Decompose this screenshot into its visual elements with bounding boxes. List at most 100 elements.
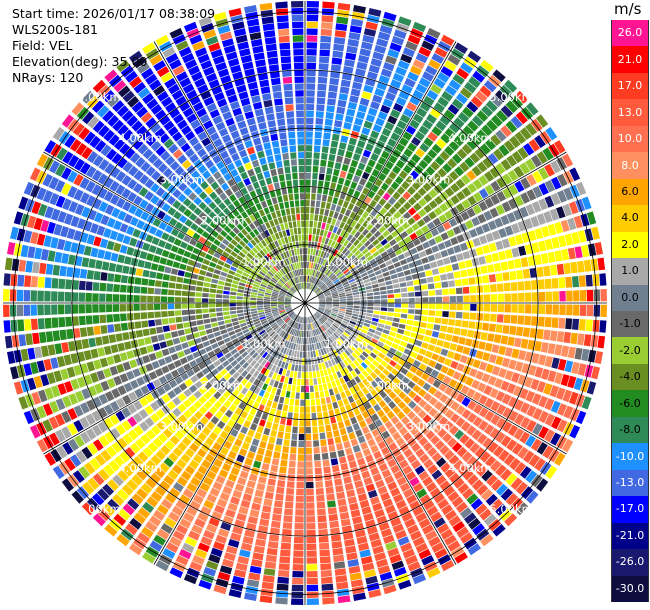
range-gate	[377, 341, 385, 348]
range-gate	[332, 50, 344, 59]
range-gate	[398, 277, 406, 283]
range-gate	[477, 433, 488, 445]
range-gate	[293, 228, 298, 235]
range-gate	[56, 356, 66, 368]
range-gate	[76, 486, 90, 500]
range-gate	[359, 344, 366, 351]
range-gate	[500, 435, 512, 447]
range-gate	[435, 457, 447, 468]
range-gate	[206, 421, 216, 431]
range-gate	[405, 471, 417, 481]
range-gate	[500, 214, 510, 226]
range-gate	[351, 342, 359, 349]
range-gate	[269, 320, 276, 326]
range-gate	[532, 170, 543, 183]
range-gate	[359, 245, 366, 252]
range-gate	[204, 358, 212, 366]
range-gate	[459, 161, 470, 173]
range-gate	[483, 304, 491, 312]
range-gate	[319, 298, 326, 301]
range-gate	[408, 303, 415, 309]
range-gate	[260, 588, 273, 597]
range-gate	[356, 111, 366, 120]
range-gate	[320, 28, 332, 36]
range-gate	[445, 264, 453, 272]
range-gate	[161, 96, 173, 108]
range-gate	[436, 339, 444, 347]
range-gate	[252, 318, 260, 323]
range-gate	[353, 407, 361, 416]
range-gate	[339, 308, 346, 312]
range-gate	[392, 165, 401, 175]
range-gate	[322, 287, 328, 292]
range-gate	[372, 124, 383, 133]
range-gate	[114, 323, 122, 332]
range-gate	[225, 234, 233, 242]
range-gate	[322, 411, 329, 419]
range-gate	[341, 185, 349, 194]
range-gate	[373, 146, 382, 156]
range-gate	[211, 256, 219, 264]
range-gate	[300, 337, 303, 345]
range-gate	[243, 420, 251, 429]
range-gate	[328, 84, 338, 93]
range-gate	[215, 335, 223, 342]
range-gate	[374, 344, 382, 352]
range-gate	[250, 294, 257, 298]
range-gate	[292, 378, 297, 385]
range-gate	[78, 315, 86, 326]
range-gate	[418, 518, 431, 529]
range-gate	[340, 324, 347, 329]
range-gate	[336, 16, 349, 25]
range-gate	[219, 243, 227, 250]
range-gate	[122, 361, 131, 371]
range-gate	[204, 277, 212, 283]
range-gate	[261, 463, 270, 471]
range-gate	[367, 296, 374, 300]
range-gate	[211, 85, 223, 95]
range-gate	[192, 247, 201, 255]
range-gate	[475, 276, 483, 284]
range-gate	[47, 250, 56, 262]
range-gate	[10, 319, 18, 333]
range-gate	[380, 360, 388, 368]
range-gate	[372, 51, 385, 61]
range-gate	[324, 310, 331, 314]
range-gate	[189, 279, 197, 286]
range-gate	[162, 548, 176, 559]
range-gate	[285, 104, 294, 112]
range-gate	[229, 194, 237, 203]
range-gate	[124, 447, 136, 459]
range-gate	[353, 260, 361, 266]
range-gate	[193, 207, 202, 216]
range-gate	[590, 335, 599, 348]
range-gate	[107, 479, 119, 492]
range-gate	[286, 488, 295, 495]
range-gate	[292, 172, 298, 180]
range-gate	[515, 481, 528, 495]
range-gate	[91, 169, 103, 182]
range-gate	[184, 536, 198, 547]
range-gate	[227, 178, 236, 187]
range-gate	[260, 331, 267, 338]
range-gate	[346, 273, 353, 279]
range-gate	[379, 571, 393, 581]
range-gate	[215, 121, 226, 131]
range-gate	[174, 344, 183, 352]
range-gate	[317, 90, 326, 98]
range-gate	[399, 114, 411, 124]
range-gate	[199, 114, 211, 124]
range-gate	[340, 361, 346, 369]
range-gate	[440, 232, 449, 241]
range-gate	[117, 437, 128, 449]
range-gate	[319, 549, 330, 557]
range-gate	[321, 152, 328, 160]
range-gate	[272, 226, 278, 234]
range-gate	[280, 459, 288, 467]
range-gate	[418, 77, 431, 88]
range-gate	[150, 401, 160, 411]
range-gate	[74, 390, 85, 403]
range-gate	[337, 421, 345, 429]
range-gate	[339, 301, 347, 303]
range-gate	[365, 575, 378, 585]
